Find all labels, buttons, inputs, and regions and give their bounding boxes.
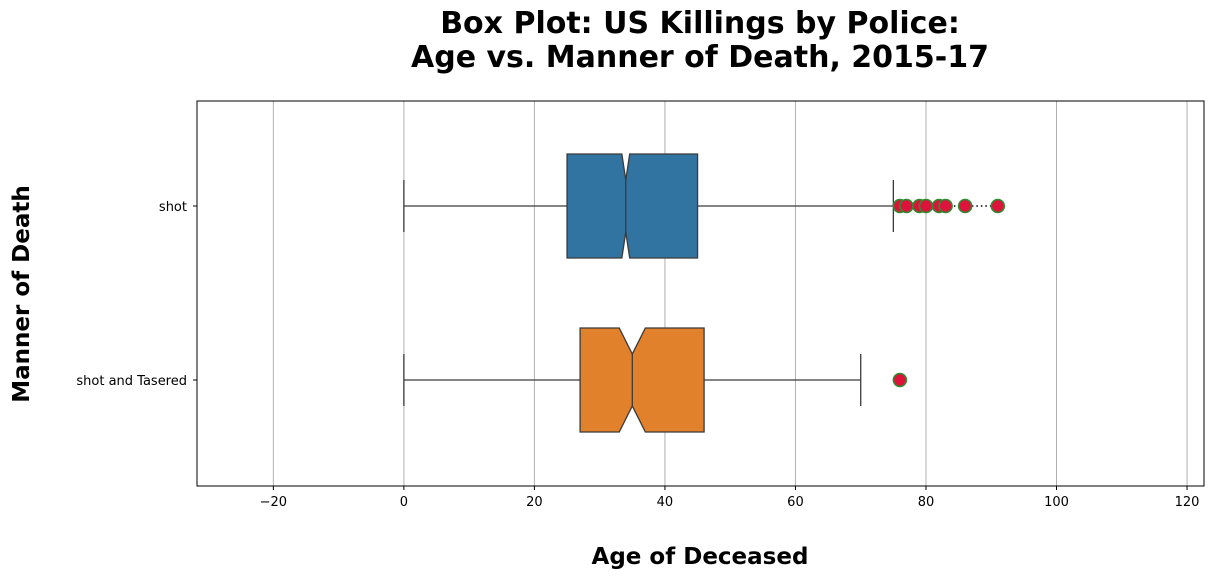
x-tick-label: 120: [1175, 495, 1200, 510]
y-axis-title: Manner of Death: [9, 185, 35, 403]
notched-box: [579, 327, 705, 433]
x-tick-label: 60: [787, 495, 804, 510]
x-tick-label: 20: [526, 495, 543, 510]
box-group: [403, 327, 908, 433]
y-axis-ticks: shot shot and Tasered: [76, 200, 197, 389]
x-tick-label: −20: [260, 495, 287, 510]
outlier-point: [938, 198, 953, 214]
x-tick-label: 100: [1044, 495, 1069, 510]
outlier-point: [899, 198, 914, 214]
x-axis-title: Age of Deceased: [592, 544, 809, 570]
x-tick-label: 0: [400, 495, 408, 510]
y-tick-label: shot: [159, 200, 187, 215]
chart-title-line-2: Age vs. Manner of Death, 2015-17: [411, 40, 989, 75]
boxes: [403, 153, 1006, 433]
notched-box: [566, 153, 699, 259]
outlier-point: [957, 198, 973, 214]
x-axis-ticks: −20 0 20 40 60 80 100 120: [260, 486, 1200, 510]
outlier-point: [918, 198, 934, 214]
chart-title-line-1: Box Plot: US Killings by Police:: [440, 6, 960, 41]
x-tick-label: 40: [657, 495, 674, 510]
x-tick-label: 80: [918, 495, 935, 510]
grid-lines: [272, 101, 1188, 486]
y-tick-label: shot and Tasered: [76, 374, 187, 389]
plot-area-frame: [196, 100, 1205, 487]
box-group: [403, 153, 1006, 259]
outlier-point: [892, 372, 908, 388]
outlier-point: [990, 198, 1006, 214]
